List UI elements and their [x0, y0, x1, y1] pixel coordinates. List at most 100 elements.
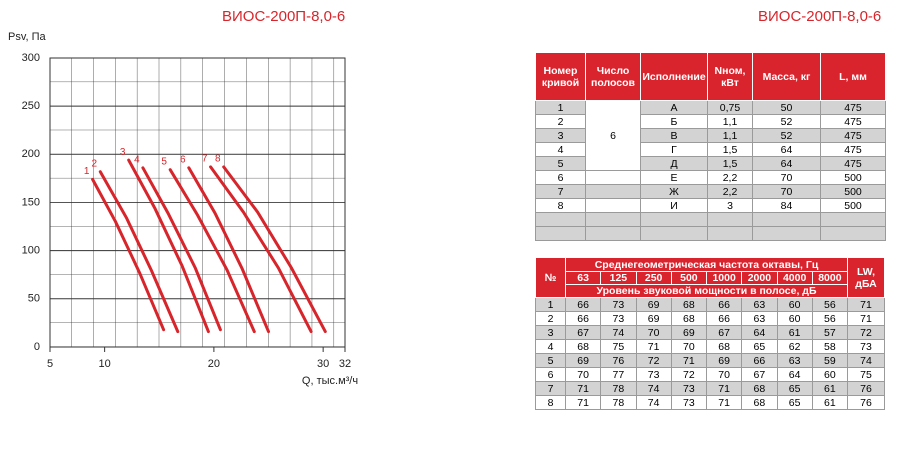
header-cell: Номер кривой	[535, 52, 586, 101]
cell: 67	[564, 325, 602, 340]
cell: 7	[535, 184, 586, 199]
cell: 3	[707, 198, 753, 213]
curve-label: 1	[84, 166, 90, 177]
cell: 8	[535, 198, 586, 213]
cell: 77	[600, 367, 637, 382]
cell: 71	[670, 353, 708, 368]
data-row: 5 69 76 72 71 69 66 63 59 74	[535, 353, 885, 368]
cell: Е	[640, 170, 708, 185]
cell: 1,1	[707, 128, 753, 143]
cell: 3	[535, 325, 566, 340]
cell: 4	[535, 142, 586, 157]
x-tick-label: 32	[339, 358, 351, 370]
data-row: 8 71 78 74 73 71 68 65 61 76	[535, 395, 885, 410]
cell: В	[640, 128, 708, 143]
curve	[127, 158, 210, 334]
data-row: 1 66 73 69 68 66 63 60 56 71	[535, 297, 885, 312]
cell	[585, 198, 641, 213]
curve	[141, 166, 222, 332]
cell: 4	[535, 339, 566, 354]
sound-table: № Среднегеометрическая частота октавы, Гц…	[535, 257, 885, 410]
x-tick-label: 30	[317, 358, 329, 370]
cell: 57	[811, 325, 849, 340]
cell: 73	[635, 367, 672, 382]
header-cell: 1000	[705, 271, 743, 285]
data-row: 3 В 1,1 52 475	[535, 128, 886, 143]
cell: 68	[741, 381, 778, 396]
cell: 78	[600, 395, 637, 410]
cell	[752, 226, 821, 241]
cell	[707, 212, 753, 227]
cell: 475	[820, 100, 886, 115]
cell: 66	[705, 311, 743, 326]
cell: 65	[776, 381, 813, 396]
cell: Б	[640, 114, 708, 129]
chart-title: ВИОС-200П-8,0-6	[222, 8, 346, 25]
cell: 59	[811, 353, 849, 368]
cell: 65	[741, 339, 778, 354]
cell: 63	[741, 297, 778, 312]
cell: 69	[705, 353, 743, 368]
cell: 64	[741, 325, 778, 340]
cell: 66	[705, 297, 743, 312]
cell	[640, 226, 708, 241]
cell: 500	[820, 170, 886, 185]
header-cell: 500	[670, 271, 708, 285]
cell: 84	[752, 198, 821, 213]
cell: 75	[847, 367, 885, 382]
cell: 2	[535, 114, 586, 129]
y-tick-label: 150	[22, 196, 40, 208]
cell: 70	[670, 339, 708, 354]
cell: 61	[811, 395, 849, 410]
cell: 72	[635, 353, 672, 368]
y-axis-label: Psv, Па	[8, 31, 47, 43]
cell: 78	[600, 381, 637, 396]
cell: 500	[820, 184, 886, 199]
curve	[209, 165, 313, 334]
cell: 64	[752, 142, 821, 157]
cell: 70	[752, 170, 821, 185]
cell: 68	[670, 311, 708, 326]
header-cell: Масса, кг	[752, 52, 821, 101]
spec-table: Номер кривой Число полосов Исполнение Nном,…	[535, 52, 886, 241]
cell: 71	[564, 395, 602, 410]
cell: 69	[564, 353, 602, 368]
cell: 74	[600, 325, 637, 340]
cell: 56	[811, 311, 849, 326]
cell: 74	[635, 381, 672, 396]
header-cell: 63	[564, 271, 602, 285]
cell: 1,5	[707, 142, 753, 157]
cell	[820, 212, 886, 227]
cell: 69	[670, 325, 708, 340]
cell	[585, 212, 641, 227]
data-row: 7 71 78 74 73 71 68 65 61 76	[535, 381, 885, 396]
cell: 66	[741, 353, 778, 368]
header-cell: 4000	[776, 271, 813, 285]
cell	[535, 212, 586, 227]
cell: 60	[776, 311, 813, 326]
data-row: 3 67 74 70 69 67 64 61 57 72	[535, 325, 885, 340]
y-tick-label: 300	[22, 52, 40, 64]
x-tick-label: 5	[47, 358, 53, 370]
cell: 73	[847, 339, 885, 354]
cell: 73	[670, 381, 708, 396]
empty-row	[535, 226, 886, 241]
header-row: 63 125 250 500 1000 2000 4000 8000	[536, 271, 885, 285]
header-cell: Уровень звуковой мощности в полосе, дБ	[565, 284, 848, 298]
cell: 71	[564, 381, 602, 396]
cell: 1	[535, 297, 566, 312]
cell: 475	[820, 128, 886, 143]
cell: 63	[776, 353, 813, 368]
cell: 61	[811, 381, 849, 396]
cell: 70	[705, 367, 743, 382]
curve	[98, 170, 180, 334]
cell: 75	[600, 339, 637, 354]
cell: 2	[535, 311, 566, 326]
x-axis-label: Q, тыс.м³/ч	[302, 375, 358, 387]
y-tick-label: 250	[22, 100, 40, 112]
cell: 5	[535, 353, 566, 368]
cell: 71	[635, 339, 672, 354]
curve-label: 7	[202, 153, 208, 164]
y-tick-label: 50	[28, 293, 40, 305]
